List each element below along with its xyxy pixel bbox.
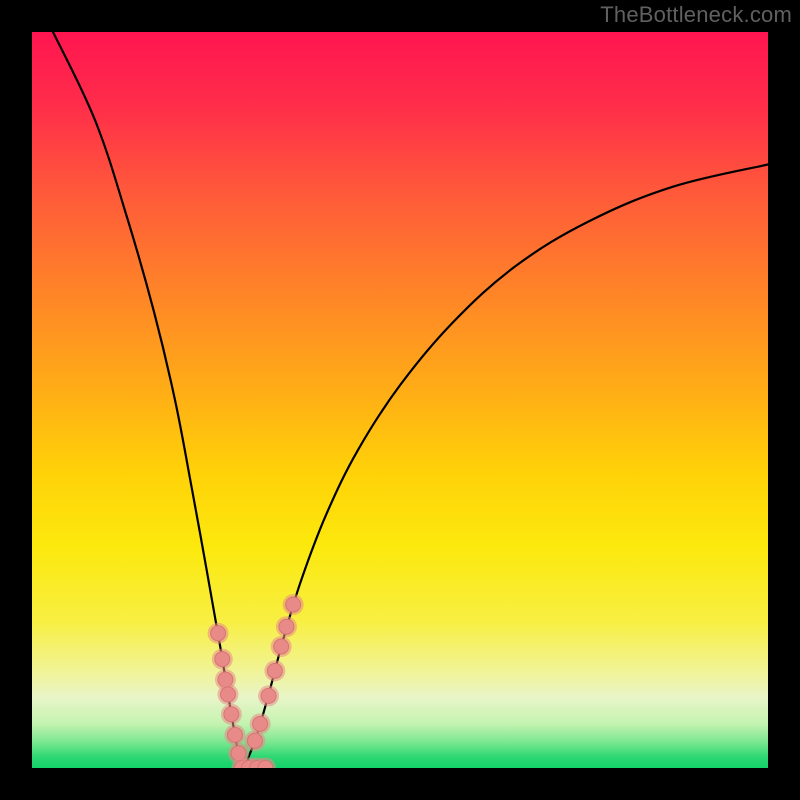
data-dot-left [224, 707, 239, 722]
data-dot-left [220, 687, 235, 702]
data-dot-right [267, 663, 282, 678]
chart-gradient-bg [32, 32, 768, 768]
data-dot-left [227, 727, 242, 742]
watermark-label: TheBottleneck.com [600, 2, 792, 28]
data-dot-right [261, 688, 276, 703]
chart-container: TheBottleneck.com [0, 0, 800, 800]
data-dot-right [279, 619, 294, 634]
data-dot-left [215, 652, 230, 667]
chart-svg [0, 0, 800, 800]
data-dot-left [211, 626, 226, 641]
data-dot-right [253, 716, 268, 731]
data-dot-right [247, 733, 262, 748]
data-dot-right [286, 597, 301, 612]
data-dot-right [274, 639, 289, 654]
